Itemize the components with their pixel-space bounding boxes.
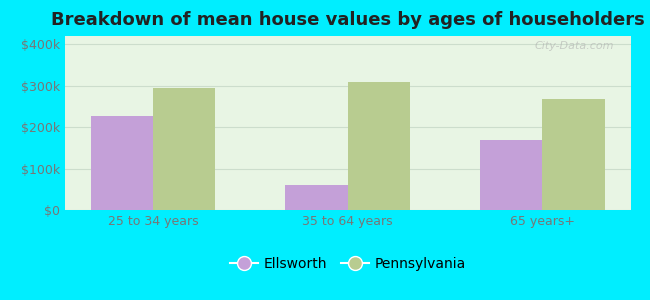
Bar [348,82,410,210]
Title: Breakdown of mean house values by ages of householders: Breakdown of mean house values by ages o… [51,11,645,29]
Bar [153,88,215,210]
Bar [480,140,543,210]
Bar [543,99,604,210]
Bar [285,185,348,210]
Text: City-Data.com: City-Data.com [534,41,614,51]
Bar [91,116,153,210]
Legend: Ellsworth, Pennsylvania: Ellsworth, Pennsylvania [224,251,471,276]
